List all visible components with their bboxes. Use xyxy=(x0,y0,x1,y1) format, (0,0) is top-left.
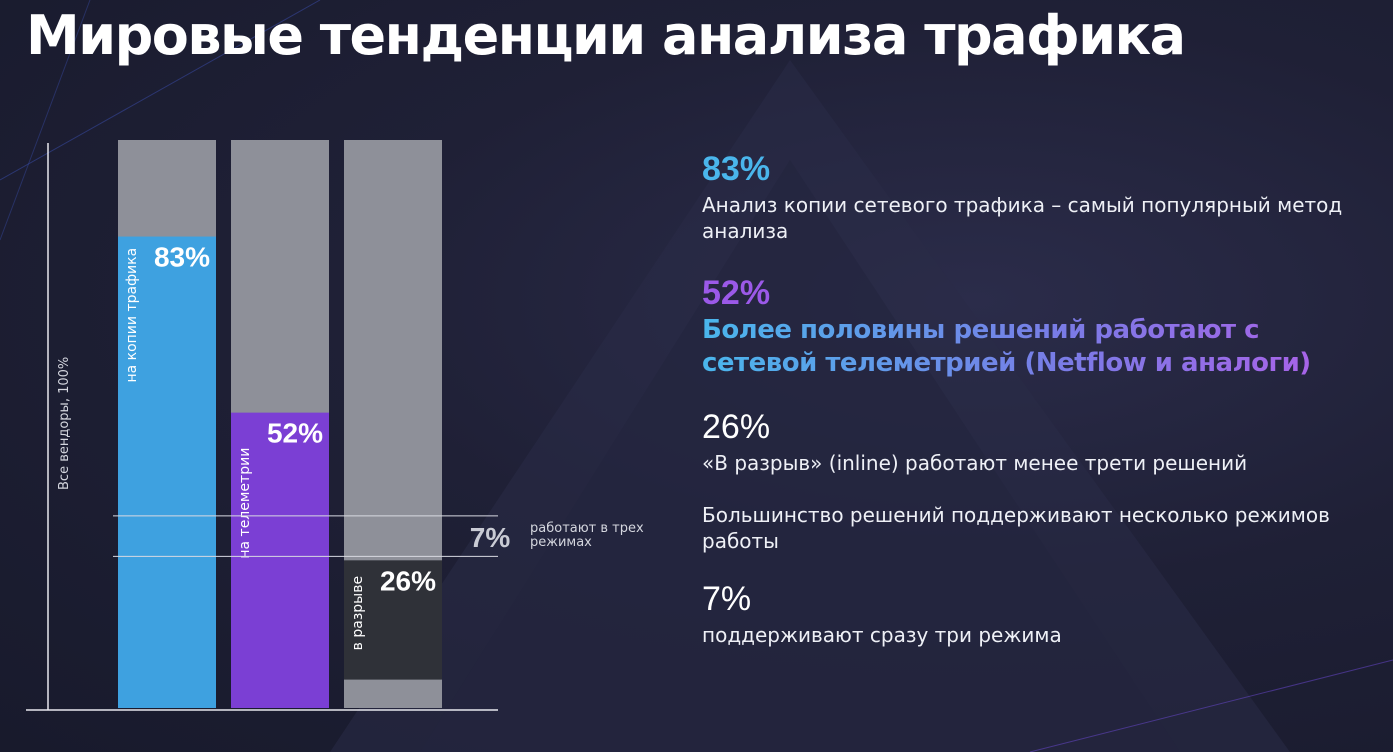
stat-text-highlight: Более половины решений работают с сетево… xyxy=(702,314,1362,380)
stat-percent: 83% xyxy=(702,150,771,188)
stat-block-5: 7% поддерживают сразу три режима xyxy=(702,580,1362,648)
bar-value-label: 26% xyxy=(380,565,436,596)
stat-block-4: Большинство решений поддерживают несколь… xyxy=(702,502,1362,554)
bar-value xyxy=(344,560,442,680)
band-annotation-line2: режимах xyxy=(530,535,592,550)
stat-percent: 7% xyxy=(702,580,752,618)
band-annotation-line1: работают в трех xyxy=(530,521,644,536)
stat-block-1: 83% Анализ копии сетевого трафика – самы… xyxy=(702,150,1362,244)
stat-text: поддерживают сразу три режима xyxy=(702,623,1062,647)
bar-value-label: 83% xyxy=(154,242,210,273)
bar-category-label: на копии трафика xyxy=(124,248,140,383)
bar-value xyxy=(118,236,216,708)
bar-value-label: 52% xyxy=(267,418,323,449)
stat-percent: 52% xyxy=(702,274,771,312)
band-value-label: 7% xyxy=(470,522,511,553)
stat-text: «В разрыв» (inline) работают менее трети… xyxy=(702,451,1248,475)
stat-text: Анализ копии сетевого трафика – самый по… xyxy=(702,193,1343,243)
stat-text: Большинство решений поддерживают несколь… xyxy=(702,503,1330,553)
stat-block-3: 26% «В разрыв» (inline) работают менее т… xyxy=(702,408,1362,476)
bar-category-label: в разрыве xyxy=(350,576,366,650)
stat-percent: 26% xyxy=(702,408,771,446)
page-title: Мировые тенденции анализа трафика xyxy=(26,4,1186,67)
bar-value xyxy=(231,412,329,708)
stat-block-2: 52% Более половины решений работают с се… xyxy=(702,274,1362,380)
y-axis-label: Все вендоры, 100% xyxy=(57,357,72,490)
bar-category-label: на телеметрии xyxy=(237,448,253,559)
